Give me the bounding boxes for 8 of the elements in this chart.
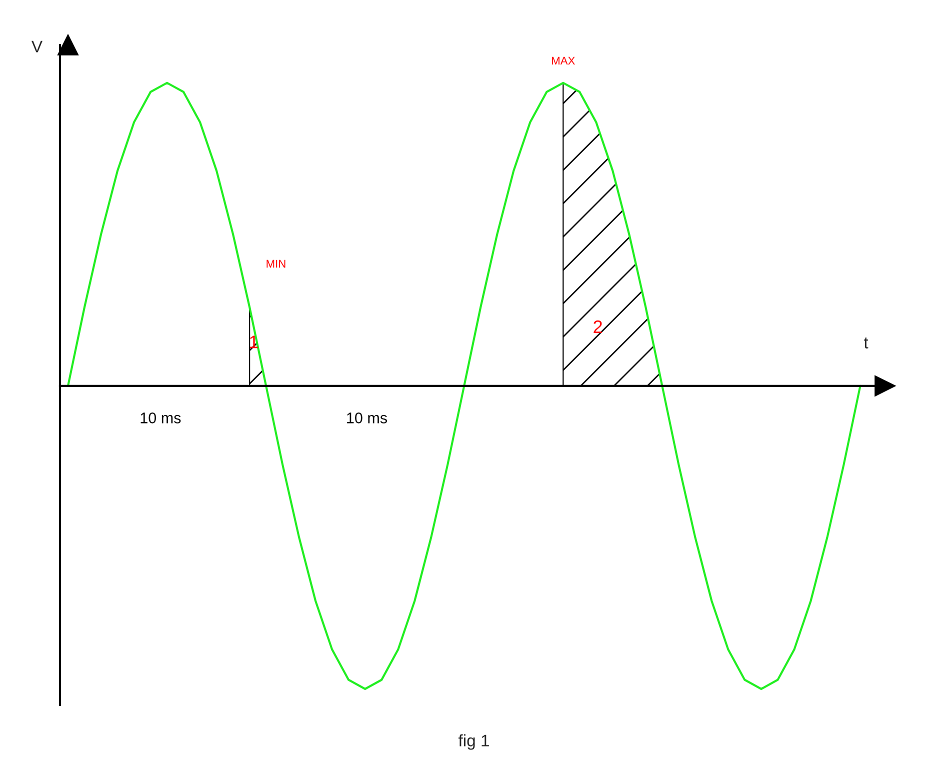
annotation: MIN [266, 260, 286, 268]
annotation: 10 ms [140, 412, 181, 424]
caption: fig 1 [458, 734, 489, 750]
x-axis-title: t [864, 338, 868, 348]
annotation: 10 ms [347, 412, 387, 424]
y-axis-title: V [32, 40, 42, 52]
annotation: 2 [594, 320, 602, 333]
text: MAX [552, 56, 575, 65]
